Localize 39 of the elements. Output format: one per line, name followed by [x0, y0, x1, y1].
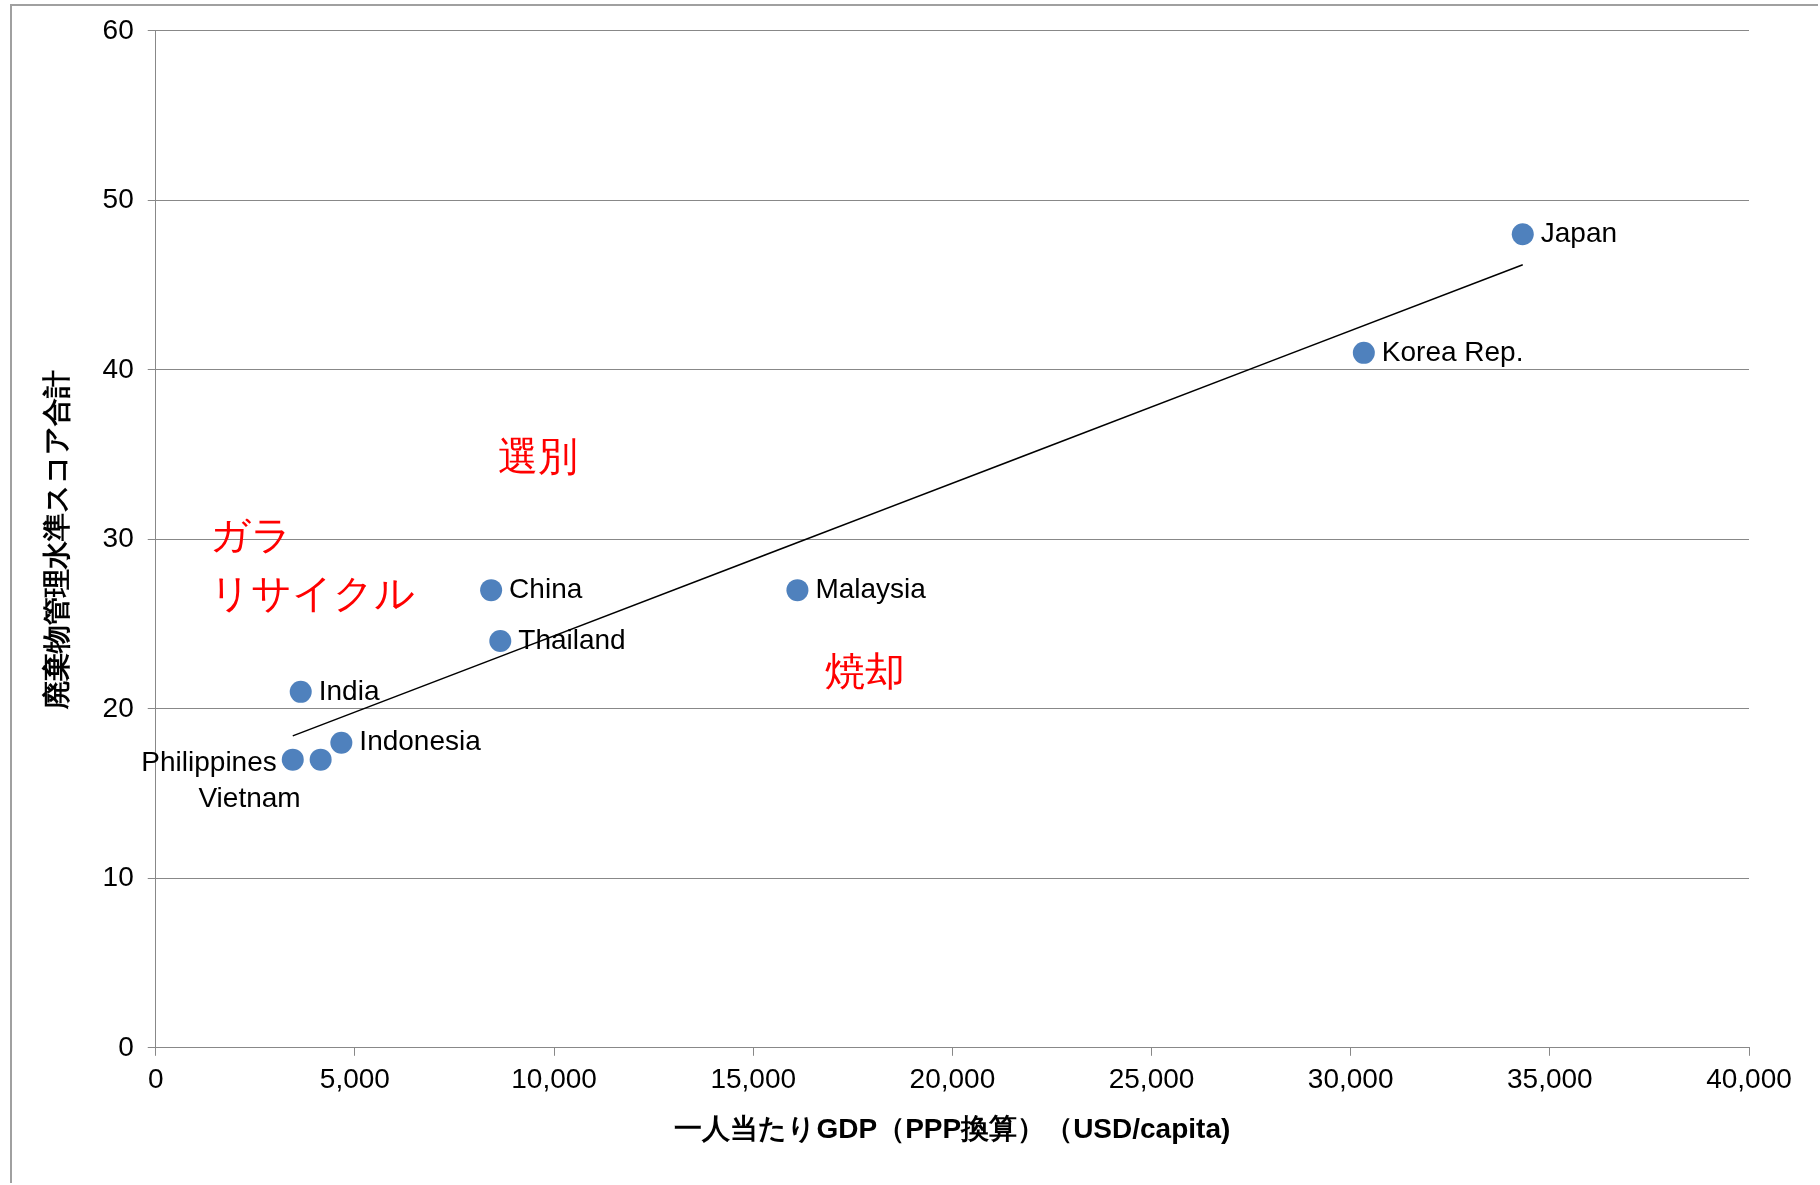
annotation: ガラ — [209, 512, 292, 557]
x-tick-label: 15,000 — [710, 1063, 797, 1095]
point — [330, 731, 353, 754]
x-tick-label: 25,000 — [1108, 1063, 1195, 1095]
annotation: China — [509, 572, 583, 604]
y-axis-title: 廃棄物管理水準スコア合計 — [40, 369, 72, 710]
y-tick-label: 40 — [102, 352, 134, 384]
point — [1352, 341, 1375, 364]
point — [489, 630, 512, 652]
x-tick-label: 35,000 — [1507, 1063, 1593, 1095]
annotation: Japan — [1540, 216, 1618, 248]
annotation: 焼却 — [824, 648, 905, 693]
y-tick-label: 10 — [102, 861, 134, 893]
y-tick-label: 60 — [102, 13, 134, 45]
point — [289, 680, 312, 703]
x-tick-label: 5,000 — [319, 1063, 390, 1095]
annotation: Vietnam — [198, 782, 301, 814]
x-axis-title: 一人当たりGDP（PPP換算）（USD/capita) — [674, 1112, 1231, 1144]
annotation: Korea Rep. — [1381, 335, 1524, 367]
annotation: India — [318, 674, 380, 706]
annotation: リサイクル — [209, 571, 415, 616]
x-tick-label: 30,000 — [1307, 1063, 1394, 1095]
x-tick-label: 20,000 — [909, 1063, 996, 1095]
point — [786, 579, 809, 602]
point — [281, 748, 304, 771]
point — [309, 748, 332, 771]
x-tick-label: 0 — [147, 1063, 164, 1095]
point — [1511, 223, 1534, 246]
x-tick-label: 10,000 — [511, 1063, 597, 1095]
y-tick-label: 50 — [102, 183, 134, 215]
annotation: Indonesia — [359, 725, 482, 757]
y-tick-label: 30 — [102, 522, 134, 554]
y-tick-label: 20 — [102, 691, 134, 723]
annotation: Philippines — [141, 746, 277, 778]
annotation: Malaysia — [815, 572, 927, 604]
y-tick-label: 0 — [118, 1030, 134, 1062]
point — [480, 579, 503, 602]
x-tick-label: 40,000 — [1706, 1063, 1792, 1095]
annotation: 選別 — [498, 433, 579, 478]
